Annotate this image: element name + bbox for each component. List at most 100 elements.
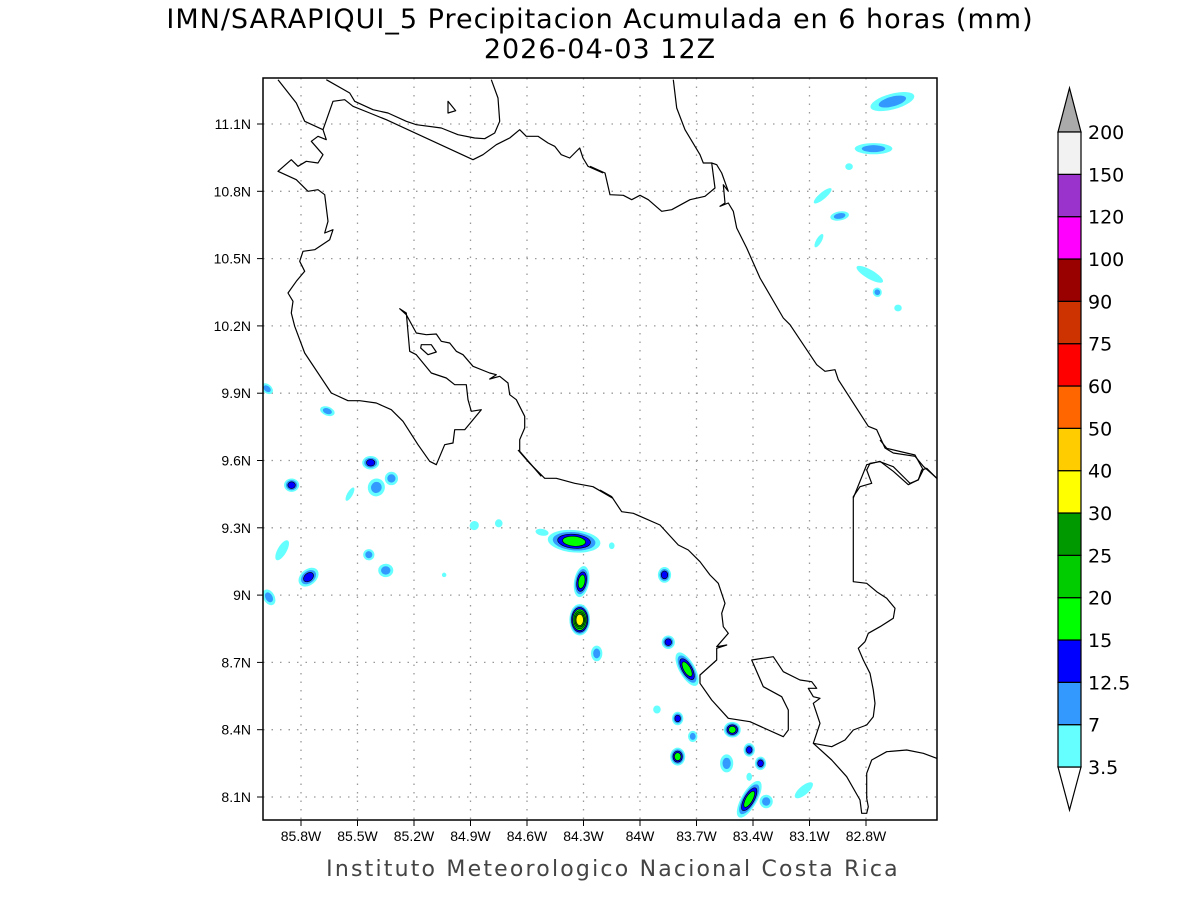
- precip-cell: [854, 143, 893, 155]
- precip-contour-level-2: [287, 481, 296, 489]
- colorbar-level-label: 15: [1088, 630, 1112, 652]
- precip-cell: [856, 265, 884, 283]
- colorbar-swatch: [1057, 470, 1082, 514]
- colorbar-swatch: [1057, 300, 1082, 345]
- precip-contour-level-2: [664, 638, 672, 646]
- x-tick-label: 84.6W: [507, 828, 548, 844]
- colorbar-swatch: [1057, 597, 1082, 641]
- y-tick-label: 8.1N: [221, 789, 251, 805]
- x-tick-label: 85.2W: [394, 828, 435, 844]
- precip-cell: [263, 383, 273, 395]
- precip-cell: [573, 566, 590, 598]
- precip-cell: [675, 652, 699, 686]
- precip-contour-level-2: [746, 746, 753, 754]
- colorbar-swatch: [1057, 131, 1082, 175]
- precip-cell: [736, 780, 762, 818]
- coastline: [599, 489, 937, 814]
- coastlines: [277, 79, 937, 814]
- precip-contour-level-1: [322, 408, 332, 415]
- precip-contour-level-2: [660, 570, 669, 580]
- precip-contour-level-0: [813, 188, 832, 204]
- precip-cell: [746, 772, 753, 781]
- precip-cell: [657, 567, 672, 583]
- colorbar-under-arrow: [1057, 766, 1082, 813]
- map-title: IMN/SARAPIQUI_5 Precipitacion Acumulada …: [166, 4, 1033, 35]
- colorbar-swatch: [1057, 512, 1082, 556]
- precip-contour-level-0: [814, 233, 824, 248]
- precip-contour-level-0: [494, 519, 503, 528]
- footer-credit: Instituto Meteorologico Nacional Costa R…: [326, 857, 900, 882]
- precip-contour-level-1: [593, 648, 601, 659]
- precip-cell: [345, 487, 355, 501]
- map-plot-area: [263, 78, 937, 820]
- precip-cell: [723, 721, 741, 738]
- precip-contour-level-0: [845, 163, 853, 170]
- precip-cell: [320, 406, 335, 417]
- precip-contour-level-1: [370, 481, 382, 493]
- y-tick-label: 9.6N: [221, 453, 251, 469]
- precip-contour-level-0: [535, 528, 549, 536]
- precip-contour-level-1: [365, 551, 373, 559]
- x-tick-label: 84.9W: [450, 828, 491, 844]
- precip-contour-level-0: [275, 540, 290, 561]
- precip-contour-level-2: [303, 572, 314, 583]
- coastline: [322, 99, 604, 174]
- precip-contour-level-6: [575, 613, 584, 626]
- precip-cell: [743, 743, 755, 757]
- precip-contour-level-0: [894, 304, 902, 312]
- coastline: [852, 460, 924, 499]
- precip-contour-level-1: [387, 474, 396, 483]
- precip-cell: [759, 794, 773, 809]
- y-tick-label: 9N: [233, 587, 251, 603]
- y-tick-label: 8.7N: [221, 654, 251, 670]
- precip-contour-level-0: [746, 772, 753, 781]
- precip-cell: [845, 163, 853, 170]
- precip-cell: [661, 635, 675, 649]
- y-tick-label: 10.8N: [214, 183, 251, 199]
- x-tick-label: 85.5W: [337, 828, 378, 844]
- precip-cell: [720, 754, 734, 773]
- precip-contour-level-3: [728, 725, 737, 734]
- precip-cell: [608, 542, 615, 550]
- precip-contour-level-1: [878, 95, 907, 108]
- precip-contour-level-3: [577, 574, 586, 589]
- precip-cell: [469, 520, 479, 531]
- colorbar-swatch: [1057, 173, 1082, 218]
- coastline: [420, 344, 437, 356]
- longitude-axis: 85.8W 85.5W 85.2W 84.9W 84.6W 84.3W 84W 83.7W 83…: [281, 820, 887, 844]
- colorbar-level-label: 50: [1088, 418, 1112, 440]
- precip-cell: [275, 540, 290, 561]
- precip-cell: [754, 756, 767, 771]
- coastline: [517, 449, 614, 499]
- precip-contour-level-2: [366, 459, 376, 467]
- precip-contour-level-0: [469, 520, 479, 531]
- precip-contour-level-1: [264, 592, 274, 603]
- precip-cell: [653, 705, 661, 714]
- precip-contour-level-1: [861, 145, 886, 153]
- precip-contour-level-0: [653, 705, 661, 714]
- coastline: [813, 461, 937, 748]
- x-tick-label: 82.8W: [846, 828, 887, 844]
- colorbar-level-label: 120: [1088, 207, 1124, 229]
- precipitation-contours: [263, 91, 915, 818]
- coastline: [326, 79, 501, 140]
- colorbar-level-label: 12.5: [1088, 672, 1130, 694]
- precip-cell: [794, 782, 813, 799]
- colorbar-level-label: 200: [1088, 122, 1124, 144]
- colorbar-level-label: 75: [1088, 334, 1112, 356]
- colorbar-level-label: 7: [1088, 715, 1100, 737]
- precip-contour-level-0: [856, 265, 884, 283]
- precip-cell: [547, 529, 601, 553]
- precip-contour-level-1: [762, 797, 771, 806]
- precip-contour-level-0: [441, 572, 447, 578]
- precip-cell: [569, 604, 591, 636]
- precip-cell: [384, 471, 398, 486]
- y-tick-label: 10.5N: [214, 251, 251, 267]
- precip-cell: [672, 711, 684, 726]
- precip-cell: [378, 563, 394, 578]
- coastline: [672, 79, 712, 164]
- precip-contour-level-1: [381, 566, 391, 575]
- precip-contour-level-2: [757, 759, 764, 768]
- x-tick-label: 83.1W: [789, 828, 830, 844]
- colorbar-swatch: [1057, 554, 1082, 599]
